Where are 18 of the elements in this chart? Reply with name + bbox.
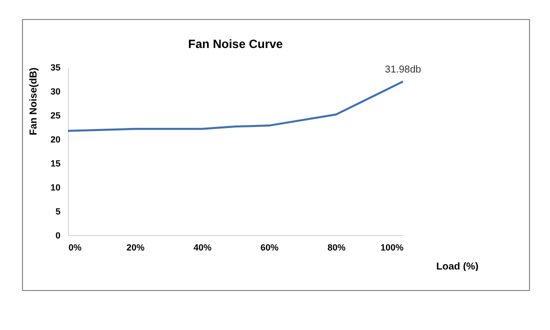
y-tick-label: 5 — [55, 206, 60, 216]
annotation: 31.98db — [384, 64, 422, 76]
x-tick-label: 100% — [380, 242, 404, 252]
x-tick-label: 0% — [68, 242, 82, 252]
x-tick-label: 60% — [260, 242, 279, 252]
y-tick-label: 35 — [50, 62, 60, 72]
x-tick-label: 80% — [327, 242, 346, 252]
y-tick-label: 25 — [50, 110, 60, 120]
y-axis-title: Fan Noise(dB) — [28, 68, 40, 136]
y-tick-label: 10 — [50, 182, 60, 192]
y-tick-label: 15 — [50, 158, 60, 168]
x-tick-label: 20% — [126, 242, 145, 252]
y-tick-label: 30 — [50, 86, 60, 96]
y-tick-label: 20 — [50, 134, 60, 144]
x-tick-label: 40% — [193, 242, 212, 252]
y-tick-label: 0 — [55, 230, 60, 240]
chart-title: Fan Noise Curve — [188, 37, 284, 51]
line-series — [67, 80, 404, 132]
